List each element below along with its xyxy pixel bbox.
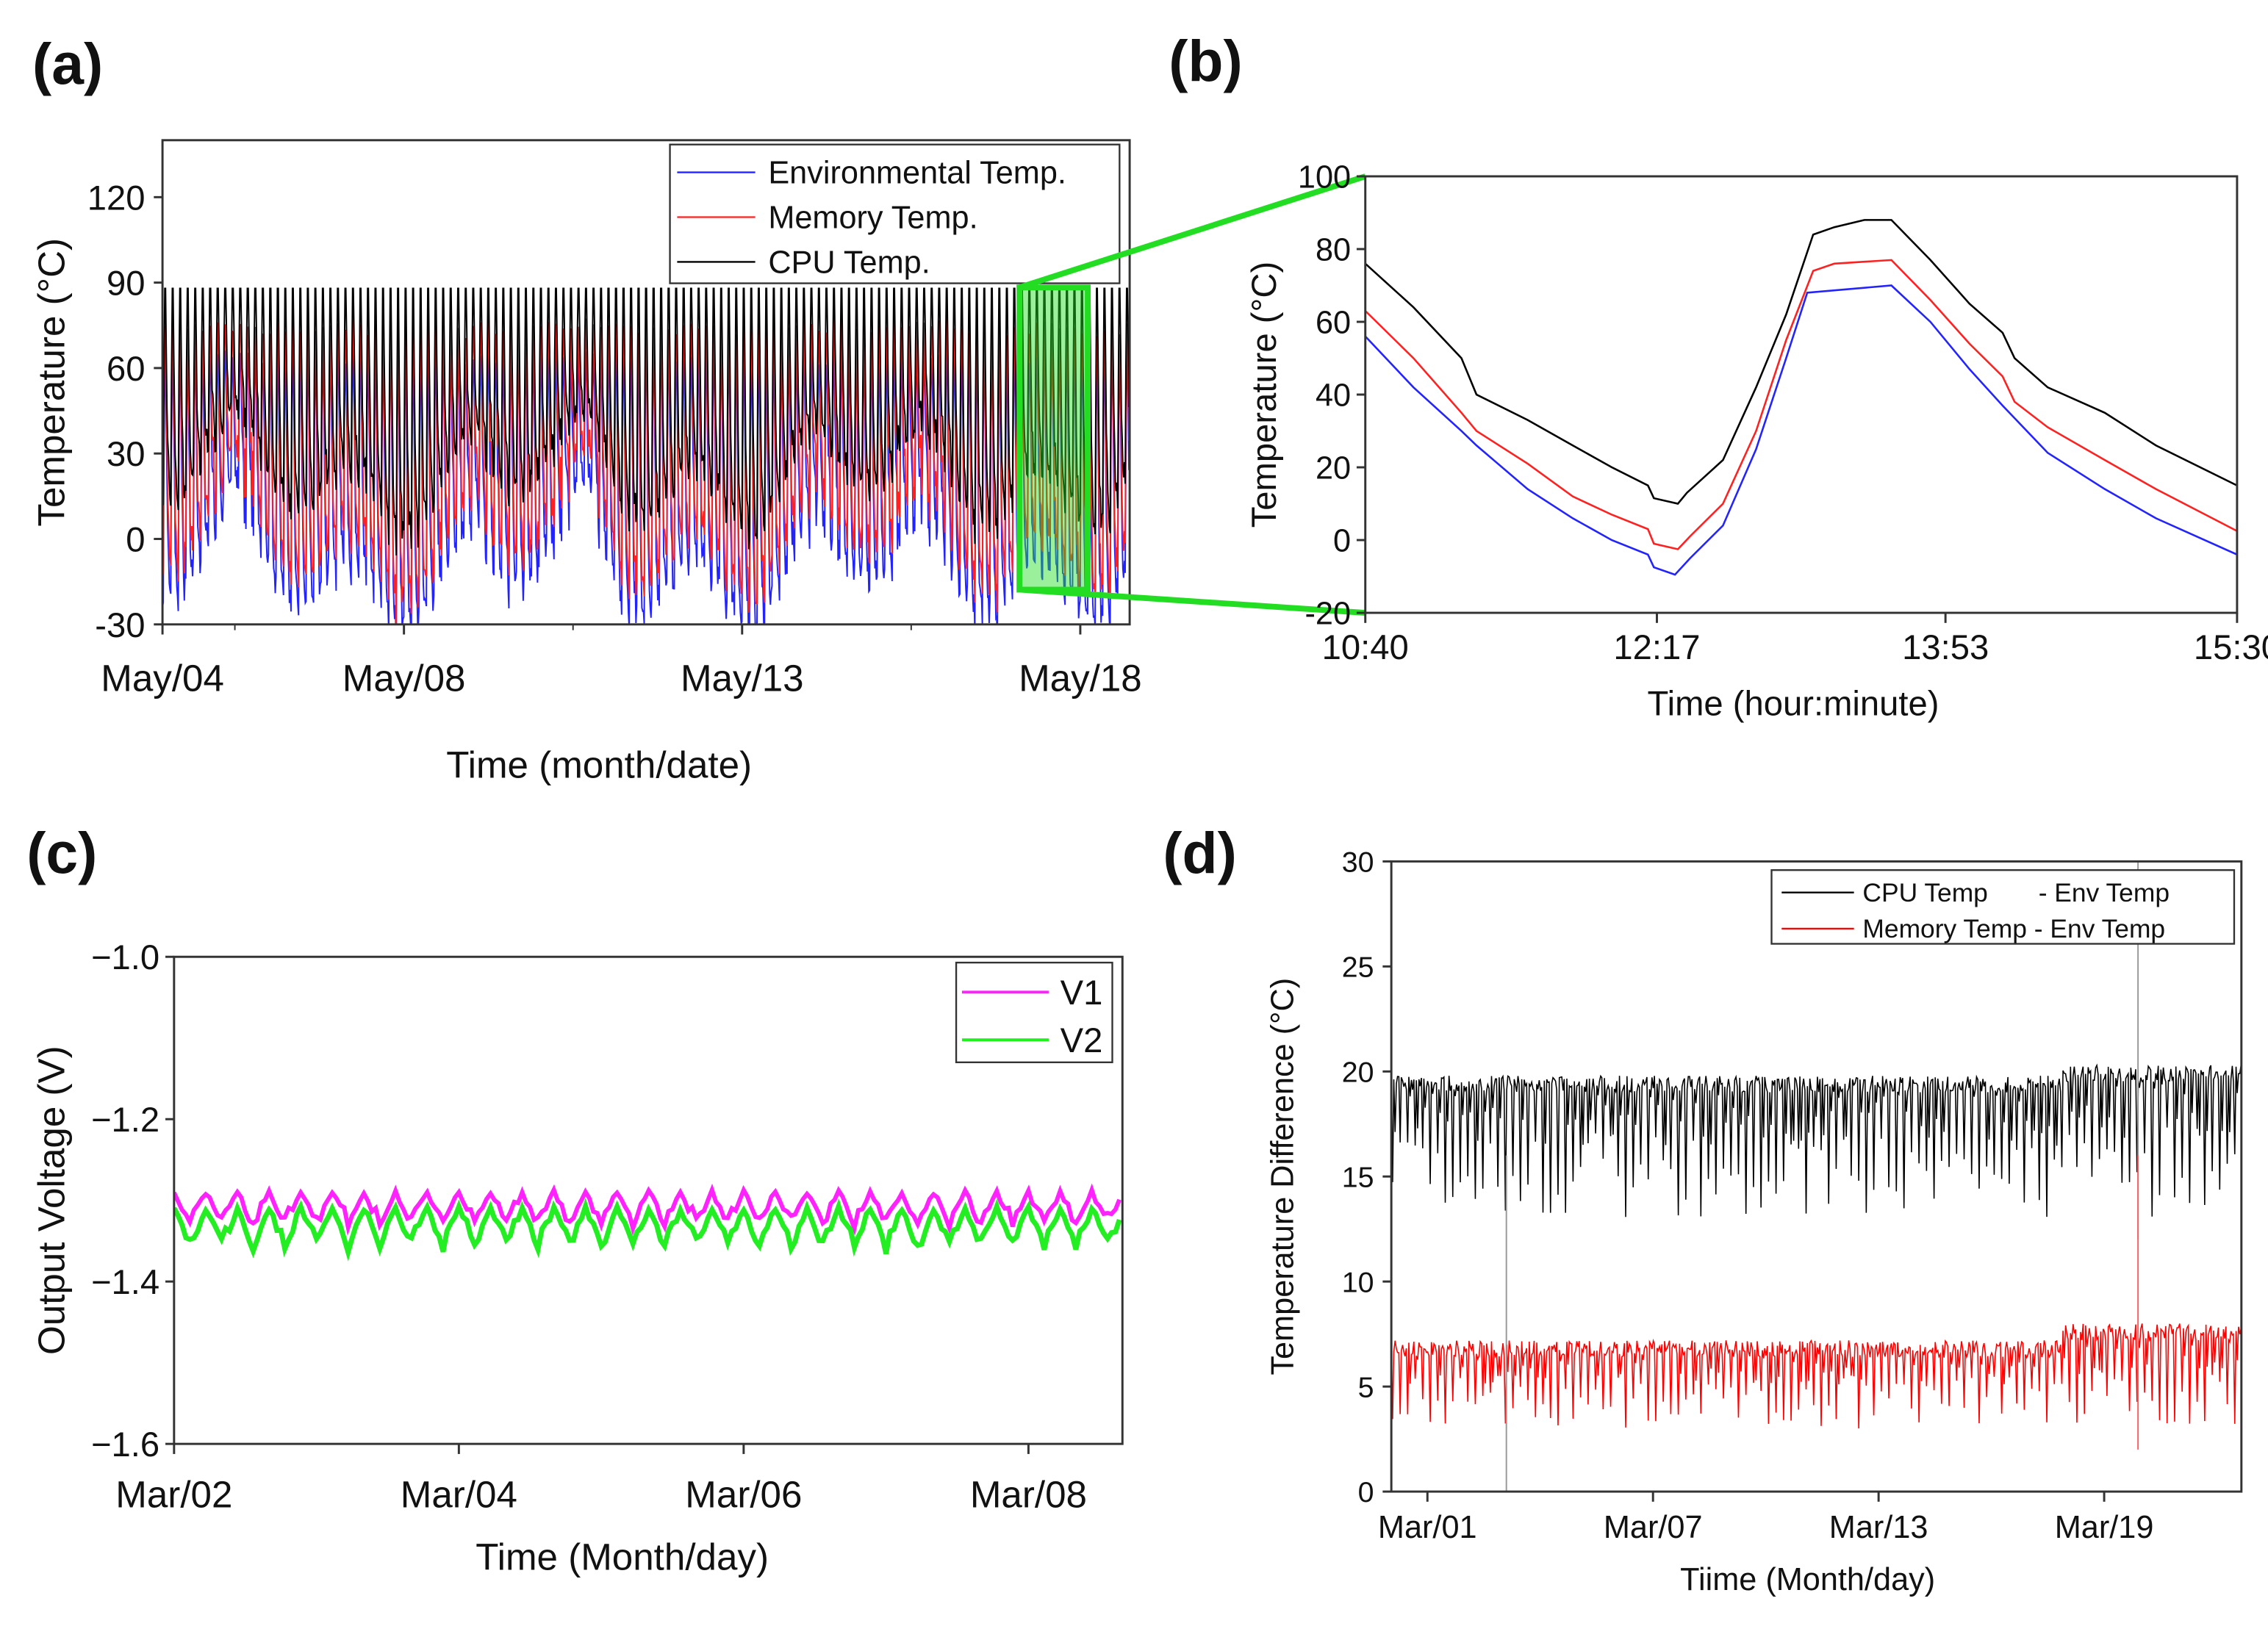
y-tick-label: 90 [107, 265, 146, 303]
chart-b: -20 0 20 40 60 80 100 10:40 12:17 13:53 15:30 Time … [1245, 160, 2268, 724]
y-tick-label: 30 [1342, 846, 1374, 879]
legend-label: V1 [1061, 974, 1103, 1012]
x-tick-label: 15:30 [2194, 628, 2268, 667]
series-line-cpu-temp- [162, 287, 1130, 555]
x-axis-title: Time (Month/day) [476, 1536, 769, 1578]
y-tick-label: 100 [1298, 160, 1351, 195]
series-line-v2 [173, 1197, 1122, 1262]
y-tick-label: 60 [107, 350, 146, 389]
y-tick-label: −1.6 [91, 1425, 159, 1464]
x-axis-title: Time (hour:minute) [1648, 685, 1939, 724]
x-tick-label: Mar/04 [401, 1474, 517, 1516]
legend-box [1770, 869, 2236, 945]
plot-frame-b [1364, 175, 2239, 614]
x-tick-label: May/18 [1019, 657, 1142, 699]
plot-area-b [1365, 219, 2237, 576]
y-tick-label: −1.2 [91, 1101, 159, 1140]
y-tick-label: 120 [87, 179, 146, 217]
legend-a: Environmental Temp. Memory Temp. CPU Temp. [669, 143, 1121, 284]
series-line-memory-minus-env [1391, 1323, 2242, 1429]
x-tick-label: Mar/07 [1604, 1510, 1703, 1545]
y-tick-label: 0 [1333, 524, 1351, 559]
x-tick-label: 10:40 [1322, 628, 1409, 667]
y-tick-label: 25 [1342, 952, 1374, 984]
series-line-cpu-minus-env [1391, 1063, 2242, 1217]
y-axis-title: Temperature (°C) [30, 238, 72, 527]
x-tick-label: Mar/02 [115, 1474, 232, 1516]
panel-label-c: (c) [26, 821, 97, 885]
legend-box [669, 143, 1121, 284]
y-tick-label: 5 [1358, 1371, 1374, 1403]
y-tick-label: 80 [1316, 233, 1351, 268]
y-axis-title: Temperature (°C) [1245, 262, 1284, 528]
x-tick-label: May/08 [342, 657, 466, 699]
y-tick-label: 20 [1316, 451, 1351, 486]
x-tick-label: Mar/01 [1378, 1510, 1477, 1545]
chart-a: -30 0 30 60 90 120 May/04 May/08 May/13 May/18 Tim… [30, 139, 1142, 785]
y-tick-label: 60 [1316, 306, 1351, 341]
zoom-connector-top [1018, 173, 1366, 290]
x-tick-label: May/13 [681, 657, 804, 699]
y-tick-label: 30 [107, 435, 146, 474]
legend-label: Environmental Temp. [768, 156, 1066, 191]
legend-box [955, 961, 1113, 1064]
y-tick-label: −1.0 [91, 938, 159, 977]
legend-label: Memory Temp. [768, 201, 977, 236]
x-tick-label: Mar/08 [970, 1474, 1087, 1516]
series-line-environmental-temp- [1365, 284, 2237, 576]
y-tick-label: -30 [95, 606, 145, 645]
y-tick-label: -20 [1305, 597, 1352, 632]
y-axis-title: Temperature Difference (°C) [1265, 978, 1300, 1375]
x-axis-title: Time (month/date) [446, 744, 752, 785]
x-tick-label: 13:53 [1902, 628, 1989, 667]
chart-d: 0 5 10 15 20 25 30 Mar/01 Mar/07 Mar/13 Mar/19 Tiim… [1265, 846, 2243, 1597]
plot-frame-d [1390, 860, 2243, 1493]
plot-frame-c [173, 955, 1124, 1445]
y-tick-label: 20 [1342, 1056, 1374, 1088]
y-tick-label: 0 [126, 520, 145, 559]
legend-label: V2 [1061, 1021, 1103, 1060]
series-line-memory-temp- [1365, 259, 2237, 550]
y-tick-label: 15 [1342, 1161, 1374, 1193]
x-tick-label: Mar/19 [2055, 1510, 2154, 1545]
y-tick-label: 10 [1342, 1266, 1374, 1298]
series-line-cpu-temp- [1365, 219, 2237, 505]
y-tick-label: 40 [1316, 378, 1351, 414]
plot-area-a [162, 287, 1130, 625]
series-line-v1 [173, 1183, 1122, 1237]
zoom-highlight-box [1016, 284, 1091, 593]
y-tick-label: −1.4 [91, 1263, 159, 1302]
panel-label-b: (b) [1169, 29, 1242, 93]
legend-label: Memory Temp - Env Temp [1862, 914, 2165, 943]
x-tick-label: 12:17 [1613, 628, 1700, 667]
y-tick-label: 0 [1358, 1476, 1374, 1508]
plot-frame-a [161, 139, 1131, 626]
x-tick-label: May/04 [101, 657, 224, 699]
x-axis-title: Tiime (Month/day) [1680, 1562, 1935, 1597]
chart-c: −1.6 −1.4 −1.2 −1.0 Mar/02 Mar/04 Mar/06 Mar/08… [30, 938, 1124, 1578]
zoom-connector-bottom [1019, 586, 1366, 616]
panel-label-a: (a) [32, 32, 103, 96]
plot-area-d [1391, 861, 2242, 1492]
plot-area-c [173, 1183, 1122, 1262]
x-tick-label: Mar/13 [1829, 1510, 1928, 1545]
panel-label-d: (d) [1163, 821, 1236, 885]
legend-label: CPU Temp - Env Temp [1862, 878, 2170, 907]
legend-label: CPU Temp. [768, 245, 930, 281]
y-axis-title: Output Voltage (V) [30, 1046, 72, 1355]
legend-d: CPU Temp - Env Temp Memory Temp - Env Tem… [1770, 869, 2236, 945]
x-tick-label: Mar/06 [685, 1474, 802, 1516]
